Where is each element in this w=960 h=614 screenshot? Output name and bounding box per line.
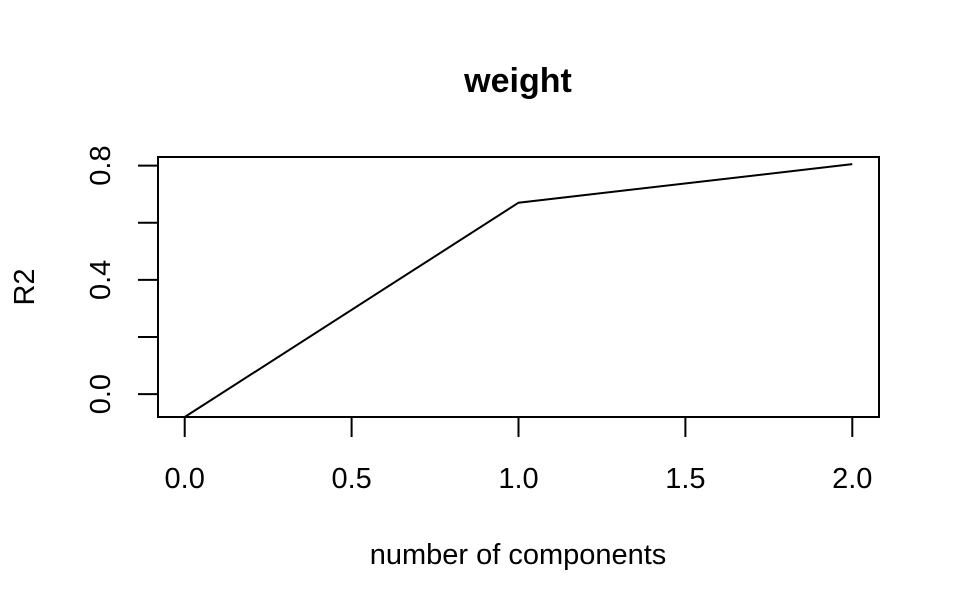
series-group [184,163,853,418]
series-line [184,163,853,418]
x-tick-label: 1.5 [665,463,705,495]
x-tick-label: 0.5 [331,463,371,495]
y-tick-label: 0.8 [85,145,117,185]
y-axis: 0.0 0.4 0.8 [85,145,159,414]
x-tick-label: 0.0 [165,463,205,495]
chart-title: weight [463,62,572,100]
plot-frame [157,156,880,418]
x-axis-label: number of components [370,539,667,571]
y-tick-label: 0.0 [85,374,117,414]
y-axis-label: R2 [9,268,41,305]
x-tick-label: 1.0 [498,463,538,495]
x-axis: 0.0 0.5 1.0 1.5 2.0 [165,416,872,495]
x-tick-label: 2.0 [832,463,872,495]
y-tick-label: 0.4 [85,260,117,300]
